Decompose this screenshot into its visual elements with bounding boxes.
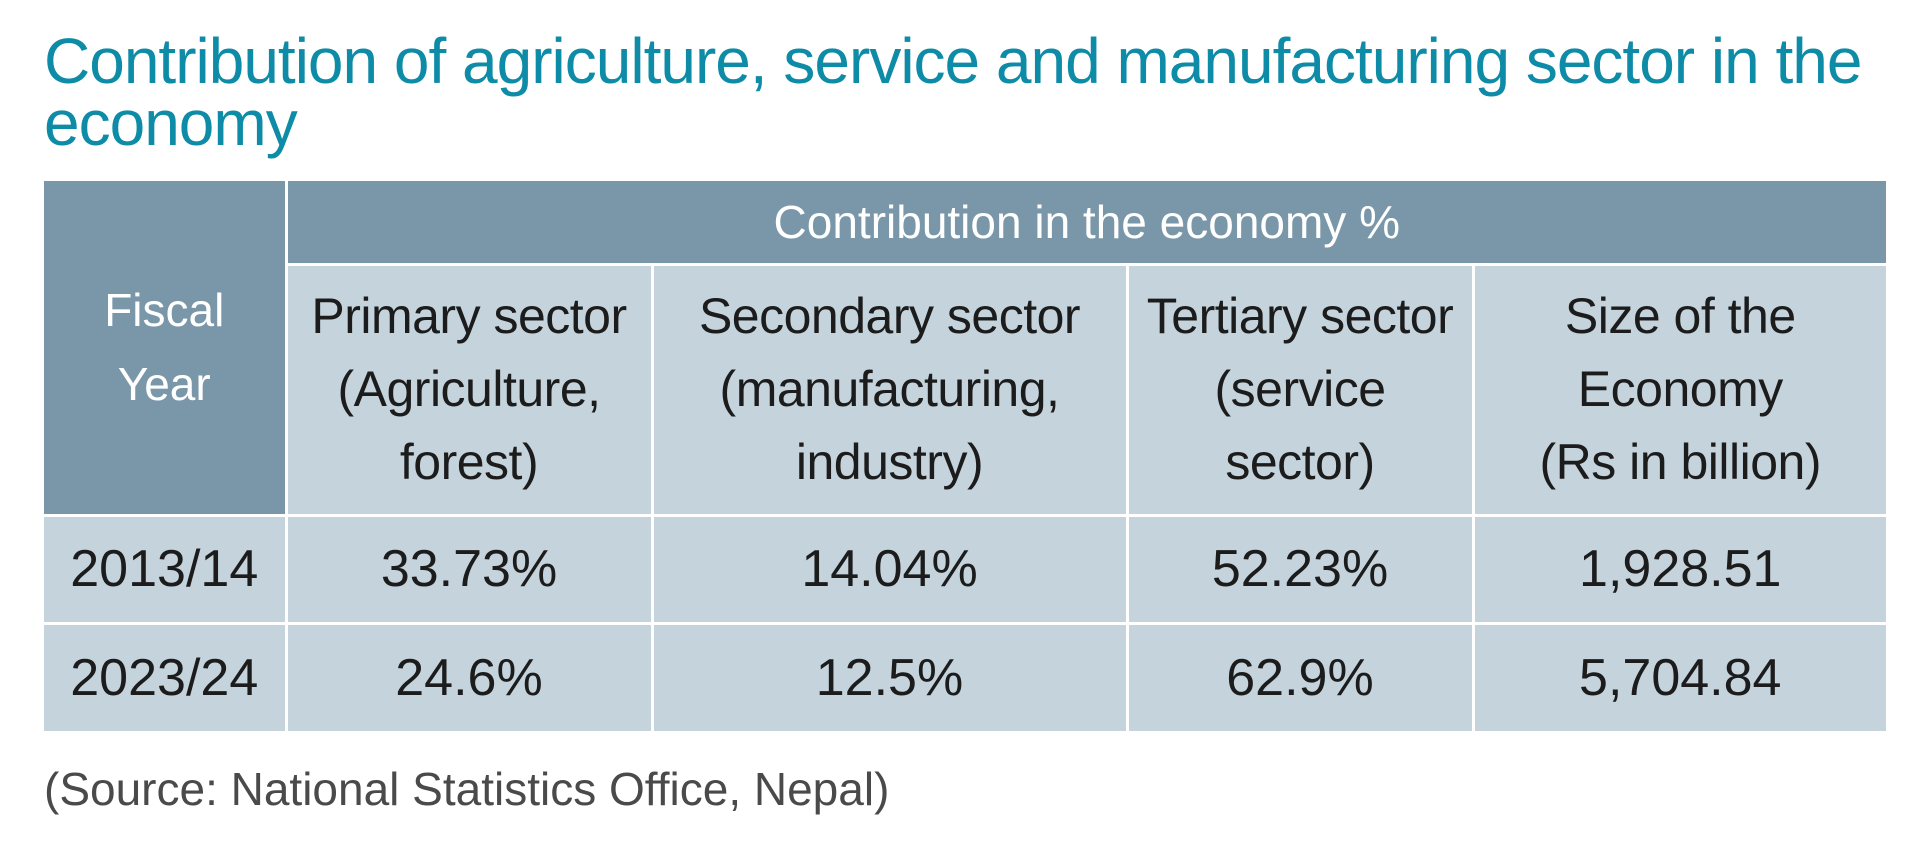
primary-sector-header: Primary sector (Agriculture, forest) (286, 262, 654, 517)
tertiary-sector-header: Tertiary sector (service sector) (1125, 262, 1475, 517)
column-header-line: (Agriculture, (337, 361, 601, 417)
column-header-line: Tertiary sector (1146, 288, 1454, 344)
column-header-line: Size of the (1564, 288, 1796, 344)
chart-title: Contribution of agriculture, service and… (44, 25, 1862, 159)
primary-sector-cell: 33.73% (284, 513, 654, 625)
table-row: 2013/14 33.73% 14.04% 52.23% 1,928.51 (44, 513, 1887, 625)
fiscal-year-header-line: Fiscal (104, 284, 225, 337)
economy-size-header: Size of the Economy (Rs in billion) (1471, 262, 1887, 517)
column-header-line: sector) (1225, 434, 1375, 490)
fiscal-year-cell: 2023/24 (44, 621, 288, 731)
secondary-sector-header: Secondary sector (manufacturing, industr… (650, 262, 1129, 517)
column-header-line: Economy (1577, 361, 1783, 417)
secondary-sector-cell: 14.04% (650, 513, 1129, 625)
fiscal-year-header: Fiscal Year (44, 181, 288, 517)
column-header-row: Primary sector (Agriculture, forest) Sec… (44, 262, 1887, 517)
primary-sector-cell: 24.6% (284, 621, 654, 731)
economy-size-cell: 5,704.84 (1471, 621, 1887, 731)
economy-contribution-table: Fiscal Year Contribution in the economy … (44, 181, 1887, 731)
group-header-row: Fiscal Year Contribution in the economy … (44, 181, 1887, 517)
contribution-group-header: Contribution in the economy % (284, 181, 1887, 266)
column-header-line: Primary sector (311, 288, 627, 344)
source-note: (Source: National Statistics Office, Nep… (44, 763, 890, 815)
table-row: 2023/24 24.6% 12.5% 62.9% 5,704.84 (44, 621, 1887, 731)
column-header-line: industry) (795, 434, 984, 490)
fiscal-year-cell: 2013/14 (44, 513, 288, 625)
column-header-line: (Rs in billion) (1539, 434, 1822, 490)
column-header-line: Secondary sector (698, 288, 1081, 344)
tertiary-sector-cell: 52.23% (1125, 513, 1475, 625)
tertiary-sector-cell: 62.9% (1125, 621, 1475, 731)
economy-size-cell: 1,928.51 (1471, 513, 1887, 625)
column-header-line: forest) (399, 434, 539, 490)
column-header-line: (service (1214, 361, 1386, 417)
fiscal-year-header-line: Year (117, 358, 211, 411)
secondary-sector-cell: 12.5% (650, 621, 1129, 731)
column-header-line: (manufacturing, (719, 361, 1060, 417)
